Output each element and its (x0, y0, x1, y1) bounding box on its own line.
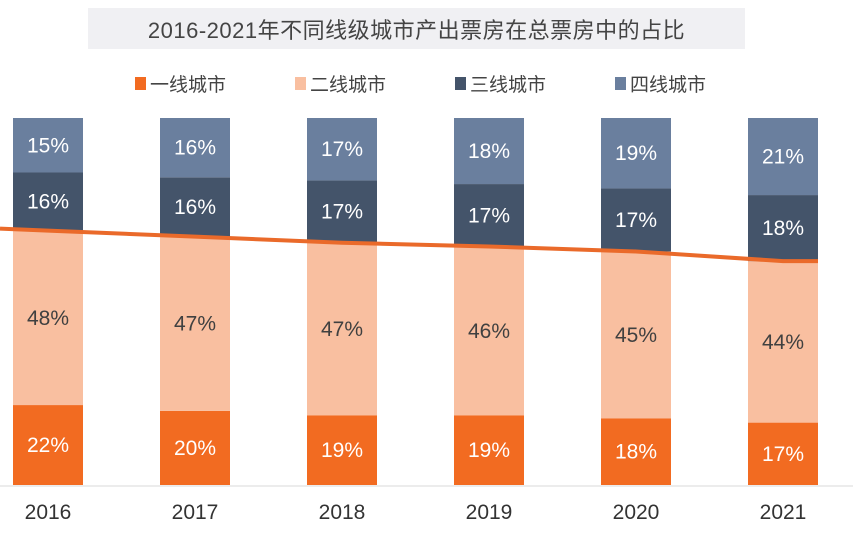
data-label: 17% (321, 138, 363, 161)
bar-segment-2020-tier2 (601, 251, 671, 419)
chart-title: 2016-2021年不同线级城市产出票房在总票房中的占比 (147, 17, 686, 43)
bar-segment-2019-tier4 (454, 118, 524, 185)
bar-segment-2017-tier2 (160, 236, 230, 411)
chart-title-box: 2016-2021年不同线级城市产出票房在总票房中的占比 (88, 8, 745, 49)
legend-label: 四线城市 (630, 75, 707, 96)
data-label: 18% (615, 441, 657, 464)
data-label: 46% (468, 320, 510, 343)
data-label: 18% (468, 140, 510, 163)
bar-segment-2021-tier3 (748, 195, 818, 262)
legend-swatch (615, 77, 626, 90)
data-label: 48% (27, 307, 69, 330)
data-label: 16% (174, 137, 216, 160)
bar-segment-2017-tier4 (160, 118, 230, 178)
x-tick-label: 2018 (319, 501, 366, 524)
bar-segment-2020-tier1 (601, 418, 671, 485)
data-label: 19% (321, 439, 363, 462)
bar-segment-2019-tier2 (454, 246, 524, 416)
bar-segment-2021-tier2 (748, 261, 818, 423)
trend-line (0, 226, 818, 264)
legend-item-tier2: 二线城市 (295, 70, 386, 97)
bar-segment-2021-tier1 (748, 422, 818, 485)
data-label: 44% (762, 331, 804, 354)
data-label: 45% (615, 324, 657, 347)
data-label: 17% (321, 201, 363, 224)
bar-segment-2018-tier4 (307, 118, 377, 181)
bar-segment-2017-tier3 (160, 177, 230, 237)
bar-segment-2016-tier2 (13, 230, 83, 406)
bar-segment-2021-tier4 (748, 118, 818, 196)
legend-item-tier1: 一线城市 (135, 70, 226, 97)
bar-segment-2020-tier3 (601, 188, 671, 252)
data-label: 20% (174, 437, 216, 460)
legend-item-tier4: 四线城市 (615, 70, 706, 97)
legend-item-tier3: 三线城市 (455, 70, 546, 97)
bar-segment-2019-tier3 (454, 184, 524, 247)
data-label: 18% (762, 217, 804, 240)
data-label: 16% (174, 196, 216, 219)
data-label: 15% (27, 134, 69, 157)
x-tick-label: 2016 (25, 501, 72, 524)
bar-segment-2018-tier1 (307, 415, 377, 485)
x-tick-label: 2017 (172, 501, 219, 524)
data-label: 17% (468, 204, 510, 227)
legend-label: 一线城市 (150, 75, 227, 96)
data-label: 47% (174, 313, 216, 336)
data-label: 22% (27, 434, 69, 457)
bar-segment-2016-tier4 (13, 118, 83, 173)
bar-segment-2018-tier2 (307, 242, 377, 416)
data-label: 16% (27, 191, 69, 214)
data-label: 47% (321, 318, 363, 341)
data-label: 17% (762, 443, 804, 466)
data-label: 19% (468, 439, 510, 462)
x-tick-label: 2020 (613, 501, 660, 524)
bar-segment-2016-tier1 (13, 405, 83, 485)
legend-label: 二线城市 (310, 75, 387, 96)
legend-swatch (455, 77, 466, 90)
x-tick-label: 2019 (466, 501, 513, 524)
legend-swatch (295, 77, 306, 90)
data-label: 17% (615, 209, 657, 232)
legend-swatch (135, 77, 146, 90)
legend-label: 三线城市 (470, 75, 547, 96)
bar-segment-2016-tier3 (13, 172, 83, 231)
x-tick-label: 2021 (760, 501, 807, 524)
data-label: 19% (615, 142, 657, 165)
bar-segment-2018-tier3 (307, 180, 377, 243)
bar-segment-2017-tier1 (160, 410, 230, 485)
bar-segment-2019-tier1 (454, 415, 524, 485)
data-label: 21% (762, 146, 804, 169)
bar-segment-2020-tier4 (601, 118, 671, 189)
legend: 一线城市 二线城市 三线城市 四线城市 (0, 70, 853, 96)
